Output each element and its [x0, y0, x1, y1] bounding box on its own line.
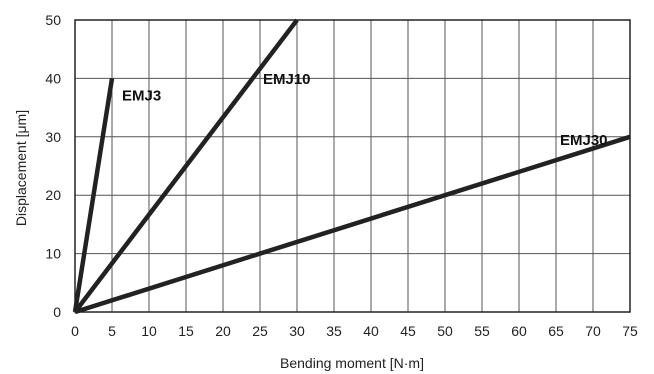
series-label-emj30: EMJ30 — [560, 132, 608, 149]
x-tick-label-5: 25 — [252, 323, 268, 339]
series-line-emj30 — [74, 134, 631, 315]
y-tick-label-3: 30 — [45, 129, 61, 145]
x-tick-label-2: 10 — [141, 323, 157, 339]
x-tick-label-11: 55 — [474, 323, 490, 339]
y-tick-label-1: 10 — [45, 246, 61, 262]
series-labels: EMJ3 EMJ10 EMJ30 — [122, 71, 608, 149]
series-line-emj3 — [72, 78, 115, 313]
plot-frame — [74, 19, 631, 313]
series-line-emj10 — [73, 18, 299, 314]
x-tick-labels: 0 5 10 15 20 25 30 35 40 45 50 55 60 65 70 75 — [71, 323, 638, 339]
x-tick-label-8: 40 — [363, 323, 379, 339]
y-tick-label-5: 50 — [45, 12, 61, 28]
y-tick-label-2: 20 — [45, 187, 61, 203]
x-tick-label-15: 75 — [622, 323, 638, 339]
y-tick-label-0: 0 — [53, 304, 61, 320]
series-label-emj3: EMJ3 — [122, 87, 161, 104]
x-tick-label-14: 70 — [585, 323, 601, 339]
series-lines — [72, 18, 631, 315]
grid — [74, 19, 631, 313]
x-tick-label-3: 15 — [178, 323, 194, 339]
x-tick-label-1: 5 — [108, 323, 116, 339]
series-label-emj10: EMJ10 — [263, 71, 311, 88]
x-tick-label-13: 65 — [548, 323, 564, 339]
x-tick-label-7: 35 — [326, 323, 342, 339]
x-axis-title: Bending moment [N·m] — [280, 355, 424, 371]
y-tick-labels: 0 10 20 30 40 50 — [45, 12, 61, 320]
x-tick-label-9: 45 — [400, 323, 416, 339]
y-tick-label-4: 40 — [45, 70, 61, 86]
x-tick-label-0: 0 — [71, 323, 79, 339]
y-axis-title: Displacement [μm] — [13, 110, 29, 226]
x-tick-label-10: 50 — [437, 323, 453, 339]
x-tick-label-12: 60 — [511, 323, 527, 339]
x-tick-label-6: 30 — [289, 323, 305, 339]
x-tick-label-4: 20 — [215, 323, 231, 339]
